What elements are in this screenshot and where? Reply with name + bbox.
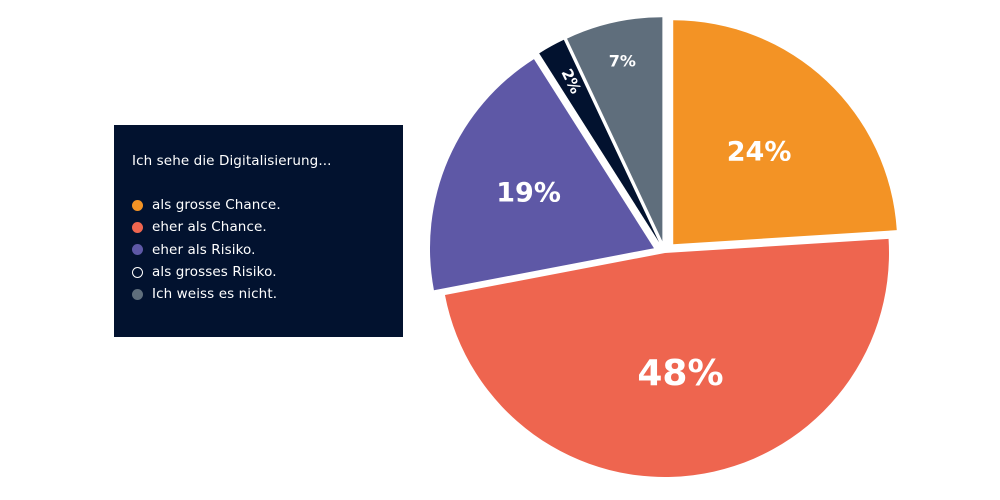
legend-label: als grosses Risiko.	[152, 264, 277, 281]
pie-slice-eher-chance	[444, 238, 889, 478]
legend-swatch	[132, 266, 143, 278]
slice-label-weiss-nicht: 7%	[609, 52, 636, 71]
pie-slice-grosse-chance	[673, 20, 897, 245]
legend-item-weiss-nicht: Ich weiss es nicht.	[132, 283, 403, 305]
legend-swatch	[132, 199, 143, 211]
legend: Ich sehe die Digitalisierung... als gros…	[114, 125, 403, 337]
legend-label: eher als Chance.	[152, 219, 267, 236]
legend-label: als grosse Chance.	[152, 197, 281, 214]
slice-label-grosse-chance: 24%	[727, 136, 792, 167]
pie-slice-eher-risiko	[429, 59, 654, 291]
legend-item-grosse-chance: als grosse Chance.	[132, 194, 403, 216]
legend-item-eher-chance: eher als Chance.	[132, 216, 403, 238]
slice-label-eher-risiko: 19%	[496, 177, 561, 208]
legend-swatch	[132, 288, 143, 300]
pie-slice-grosses-risiko	[539, 39, 660, 243]
pie-slice-weiss-nicht	[567, 17, 663, 242]
legend-title: Ich sehe die Digitalisierung...	[132, 153, 332, 169]
legend-list: als grosse Chance. eher als Chance. eher…	[132, 194, 403, 305]
slice-label-eher-chance: 48%	[637, 353, 723, 394]
pie-slices	[429, 17, 897, 478]
legend-label: Ich weiss es nicht.	[152, 286, 278, 303]
legend-label: eher als Risiko.	[152, 241, 256, 258]
legend-swatch	[132, 221, 143, 233]
legend-item-eher-risiko: eher als Risiko.	[132, 239, 403, 261]
legend-item-grosses-risiko: als grosses Risiko.	[132, 261, 403, 283]
legend-swatch	[132, 244, 143, 256]
